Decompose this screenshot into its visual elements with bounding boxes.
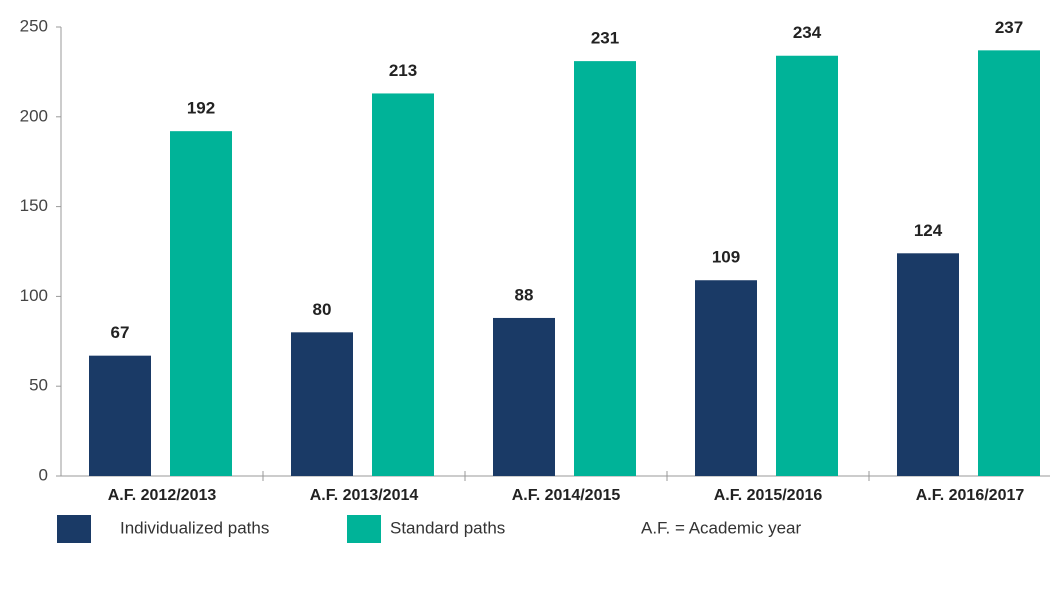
y-tick-label: 150	[20, 196, 48, 215]
legend-label: Standard paths	[390, 518, 505, 537]
value-label: 88	[515, 285, 534, 304]
value-label: 234	[793, 23, 822, 42]
bar	[372, 93, 434, 477]
bar	[776, 55, 838, 477]
bar	[291, 332, 353, 476]
note: A.F. = Academic year	[641, 518, 801, 537]
bar	[897, 253, 959, 476]
bar	[695, 280, 757, 476]
value-label: 80	[313, 300, 332, 319]
value-label: 192	[187, 99, 215, 118]
bar	[170, 131, 232, 476]
y-tick-label: 200	[20, 106, 48, 125]
value-label: 109	[712, 248, 740, 267]
bar	[574, 61, 636, 477]
y-tick-label: 0	[39, 465, 48, 484]
bar	[493, 317, 555, 476]
legend-swatch	[347, 515, 381, 543]
value-label: 213	[389, 61, 417, 80]
y-tick-label: 50	[29, 376, 48, 395]
value-label: 67	[111, 323, 130, 342]
value-label: 231	[591, 29, 619, 48]
x-tick-label: A.F. 2014/2015	[512, 487, 621, 504]
legend-label: Individualized paths	[120, 518, 269, 537]
bar	[89, 355, 151, 476]
legend-swatch	[57, 515, 91, 543]
x-tick-label: A.F. 2013/2014	[310, 487, 419, 504]
x-tick-label: A.F. 2015/2016	[714, 487, 823, 504]
value-label: 124	[914, 221, 943, 240]
y-tick-label: 100	[20, 286, 48, 305]
value-label: 237	[995, 18, 1023, 37]
x-tick-label: A.F. 2012/2013	[108, 487, 217, 504]
y-tick-label: 250	[20, 16, 48, 35]
x-tick-label: A.F. 2016/2017	[916, 487, 1025, 504]
bar	[978, 50, 1040, 477]
